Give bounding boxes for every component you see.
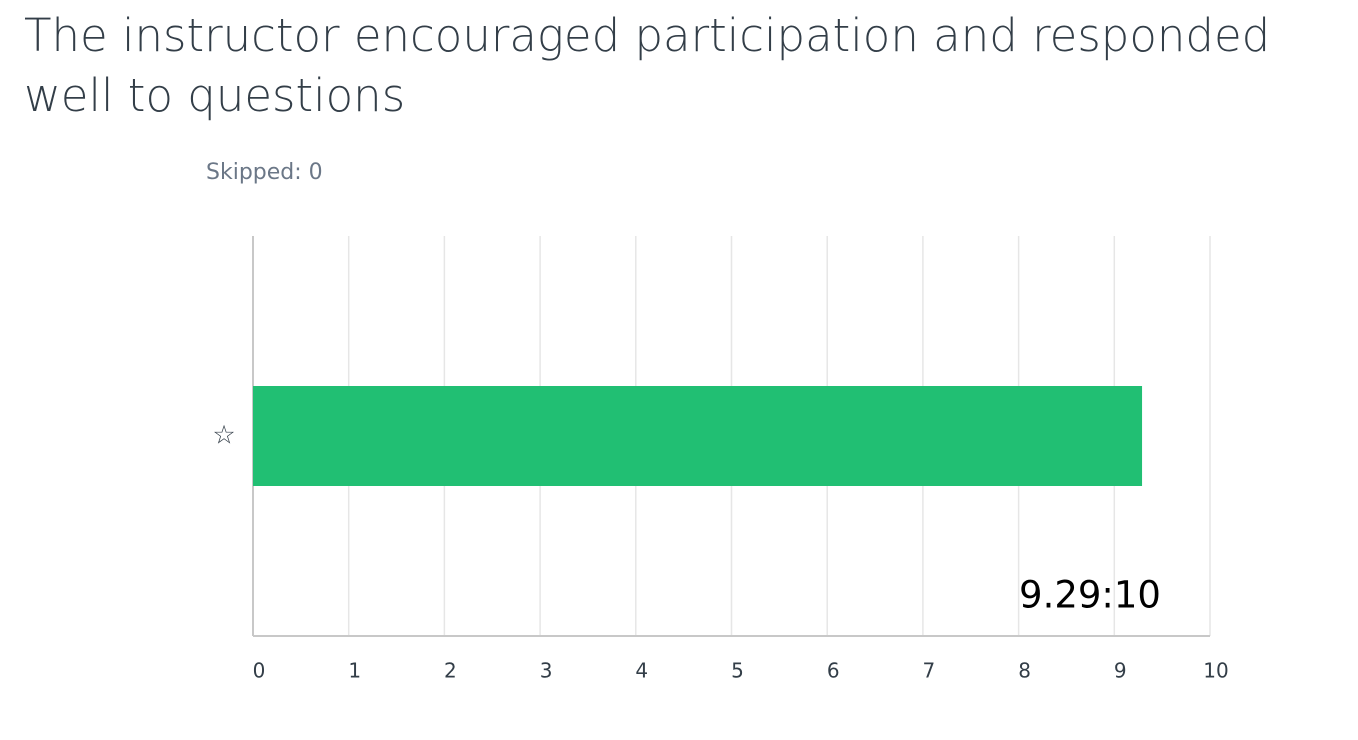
- x-tick-label: 0: [253, 659, 266, 683]
- x-tick-label: 9: [1114, 659, 1127, 683]
- x-tick-label: 4: [635, 659, 648, 683]
- x-tick-label: 2: [444, 659, 457, 683]
- chart-subtitle: Skipped: 0: [206, 160, 323, 185]
- x-tick-label: 1: [348, 659, 361, 683]
- chart-title: The instructor encouraged participation …: [24, 9, 1271, 122]
- x-tick-label: 8: [1018, 659, 1031, 683]
- x-tick-label: 10: [1203, 659, 1228, 683]
- x-tick-label: 6: [827, 659, 840, 683]
- x-tick-label: 7: [923, 659, 936, 683]
- bar: [253, 386, 1143, 486]
- x-tick-label: 5: [731, 659, 744, 683]
- value-label: 9.29:10: [1019, 574, 1161, 617]
- x-tick-label: 3: [540, 659, 553, 683]
- y-tick-label: ☆: [212, 421, 235, 451]
